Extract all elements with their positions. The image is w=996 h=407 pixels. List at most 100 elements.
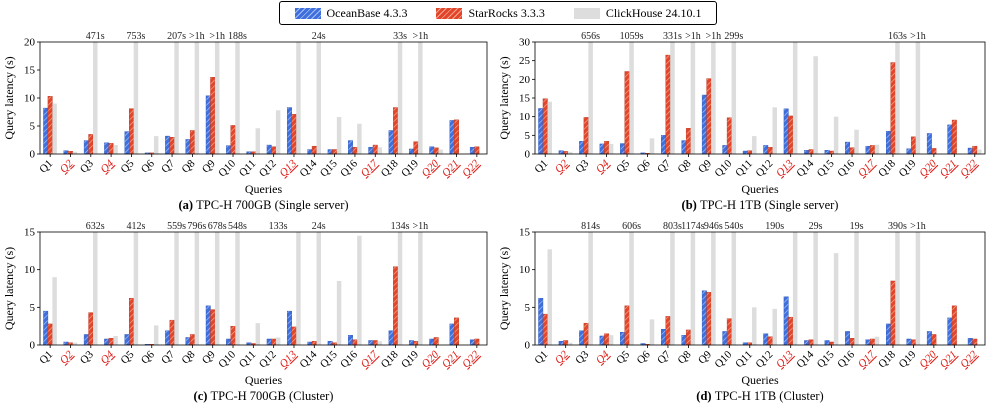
bar-oceanbase-q3 <box>83 140 89 155</box>
y-tick-label: 20 <box>519 74 531 86</box>
bar-annotation-q9: >1h <box>209 31 225 42</box>
bar-starrocks-q21 <box>454 119 459 155</box>
bar-clickhouse-q4 <box>113 145 118 154</box>
bar-clickhouse-q5 <box>133 232 139 345</box>
x-tick-label-q11: Q11 <box>237 349 259 371</box>
bar-oceanbase-q12 <box>266 338 272 346</box>
bar-starrocks-q7 <box>169 319 175 346</box>
bar-oceanbase-q13 <box>783 108 789 155</box>
bar-annotation-q19: >1h <box>413 31 429 42</box>
bar-starrocks-q15 <box>829 150 835 155</box>
x-tick-label-q3: Q3 <box>573 348 591 366</box>
bar-clickhouse-q18 <box>895 232 900 345</box>
bar-starrocks-q10 <box>230 125 236 155</box>
y-axis-label: Query latency (s) <box>497 56 511 139</box>
bar-clickhouse-q7 <box>174 232 179 345</box>
x-tick-label-q4: Q4 <box>98 157 116 175</box>
x-tick-label-q17: Q17 <box>358 348 380 370</box>
bar-oceanbase-q5 <box>124 334 130 346</box>
bar-oceanbase-q15 <box>824 340 830 346</box>
bar-clickhouse-q8 <box>194 42 200 154</box>
y-tick-label: 30 <box>519 37 531 49</box>
legend-item-starrocks: StarRocks 3.3.3 <box>436 6 545 21</box>
subfigure-title: TPC-H 700GB (Single server) <box>196 198 348 212</box>
bar-oceanbase-q5 <box>620 331 625 346</box>
bar-oceanbase-q21 <box>947 124 953 155</box>
bar-starrocks-q14 <box>311 145 317 155</box>
subfigure-title: TPC-H 1TB (Single server) <box>700 198 839 212</box>
bar-starrocks-q12 <box>767 336 773 346</box>
bar-starrocks-q4 <box>108 338 114 346</box>
bar-clickhouse-q7 <box>670 42 675 154</box>
bar-clickhouse-q6 <box>153 325 159 345</box>
bar-starrocks-q17 <box>870 338 875 346</box>
bar-starrocks-q1 <box>47 96 53 155</box>
bar-starrocks-q3 <box>583 322 589 346</box>
bar-clickhouse-q5 <box>133 42 139 154</box>
x-tick-label-q10: Q10 <box>216 157 238 179</box>
bar-starrocks-q19 <box>910 136 916 155</box>
y-tick-label: 0 <box>525 149 531 161</box>
x-tick-label-q7: Q7 <box>655 157 673 175</box>
x-tick-label-q3: Q3 <box>573 157 591 175</box>
bar-oceanbase-q19 <box>408 148 414 155</box>
bar-starrocks-q20 <box>433 147 439 155</box>
bar-starrocks-q15 <box>829 341 835 346</box>
bar-annotation-q10: 548s <box>228 221 247 232</box>
bar-starrocks-q19 <box>413 341 419 346</box>
x-tick-label-q22: Q22 <box>958 157 980 179</box>
bar-starrocks-q14 <box>311 341 317 346</box>
bar-starrocks-q18 <box>890 280 896 346</box>
bar-oceanbase-q2 <box>558 341 564 346</box>
bar-oceanbase-q10 <box>226 338 231 346</box>
bar-oceanbase-q4 <box>104 338 110 346</box>
x-tick-label-q1: Q1 <box>37 158 55 176</box>
x-tick-label-q9: Q9 <box>696 348 714 366</box>
bar-starrocks-q5 <box>128 108 134 155</box>
bar-annotation-q10: 188s <box>228 31 247 42</box>
bar-clickhouse-q12 <box>772 308 777 345</box>
bar-clickhouse-q7 <box>670 232 675 345</box>
bar-oceanbase-q10 <box>722 145 728 155</box>
bar-annotation-q5: 412s <box>126 221 145 232</box>
subfigure-title: TPC-H 1TB (Cluster) <box>715 389 824 403</box>
bar-annotation-q18: 390s <box>888 221 907 232</box>
x-tick-label-q14: Q14 <box>298 348 320 370</box>
bar-starrocks-q12 <box>271 146 277 155</box>
subfigure-caption: (c) TPC-H 700GB (Cluster) <box>194 389 334 403</box>
bar-clickhouse-q11 <box>255 128 261 154</box>
x-tick-label-q2: Q2 <box>553 348 571 366</box>
bar-oceanbase-q10 <box>226 145 231 155</box>
bar-oceanbase-q22 <box>967 338 973 346</box>
bar-clickhouse-q12 <box>772 107 777 154</box>
x-tick-label-q18: Q18 <box>379 348 401 370</box>
bar-oceanbase-q2 <box>63 341 69 346</box>
bar-clickhouse-q15 <box>833 116 839 154</box>
y-tick-label: 5 <box>525 302 531 314</box>
x-tick-label-q19: Q19 <box>897 157 919 179</box>
bar-starrocks-q18 <box>393 266 399 346</box>
bar-oceanbase-q14 <box>804 340 810 346</box>
subfigure-tag: (b) <box>682 198 700 212</box>
bar-oceanbase-q16 <box>348 140 353 155</box>
bar-clickhouse-q16 <box>854 232 859 345</box>
x-tick-label-q12: Q12 <box>753 349 775 371</box>
subfigure-caption: (a) TPC-H 700GB (Single server) <box>178 198 348 212</box>
bar-clickhouse-q12 <box>275 110 281 154</box>
bar-clickhouse-q19 <box>418 42 423 154</box>
x-tick-label-q6: Q6 <box>635 157 653 175</box>
x-tick-label-q9: Q9 <box>200 348 218 366</box>
y-tick-label: 0 <box>525 340 531 352</box>
y-tick-label: 10 <box>24 93 36 105</box>
bar-oceanbase-q19 <box>408 340 414 346</box>
bar-starrocks-q21 <box>951 305 957 346</box>
subfigure-tag: (d) <box>696 389 714 403</box>
x-tick-label-q3: Q3 <box>78 157 96 175</box>
bar-starrocks-q2 <box>68 150 73 155</box>
x-tick-label-q10: Q10 <box>713 157 735 179</box>
subfigure-caption: (b) TPC-H 1TB (Single server) <box>682 198 839 212</box>
legend-item-oceanbase: OceanBase 4.3.3 <box>294 6 407 21</box>
bar-starrocks-q17 <box>372 144 378 155</box>
bar-starrocks-q13 <box>788 316 794 346</box>
